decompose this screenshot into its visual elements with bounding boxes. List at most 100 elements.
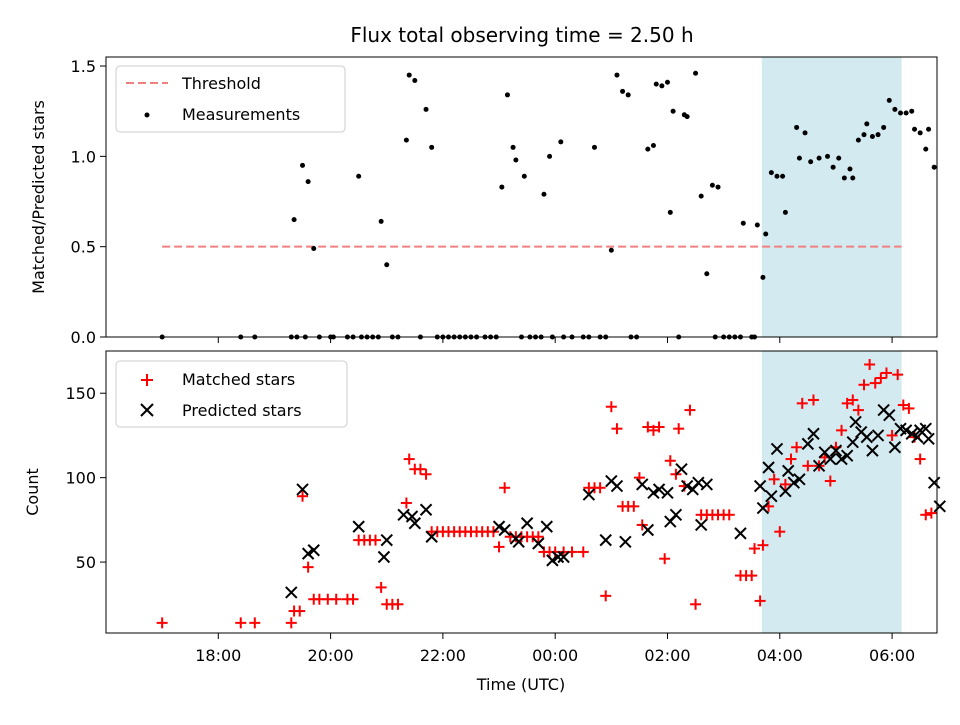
predicted-star-point	[770, 442, 784, 456]
measurement-point	[591, 144, 597, 150]
measurement-point	[693, 70, 699, 76]
matched-star-point	[403, 453, 415, 465]
predicted-star-point	[866, 444, 879, 457]
measurement-point	[917, 130, 923, 136]
bottom-observing-window-band	[761, 351, 902, 633]
bottom-legend-box	[115, 360, 348, 428]
measurement-point	[659, 83, 665, 89]
predicted-star-point	[824, 452, 837, 466]
predicted-star-point	[675, 462, 688, 476]
legend-matched-swatch	[141, 374, 153, 386]
predicted-star-point	[765, 490, 778, 503]
top-panel: 0.0 0.5 1.0 1.5 Matched/Predicted stars Thr…	[29, 56, 938, 347]
matched-star-point	[577, 546, 589, 558]
top-chart-title: Flux total observing time = 2.50 h	[350, 23, 693, 47]
predicted-star-point	[492, 520, 506, 533]
matched-star-point	[684, 404, 696, 416]
measurement-point	[521, 173, 527, 179]
measurement-point	[429, 144, 435, 150]
matched-star-point	[847, 394, 859, 406]
matched-star-point	[297, 490, 309, 502]
measurement-point	[864, 121, 870, 127]
measurement-point	[423, 106, 429, 112]
measurement-point	[378, 218, 384, 224]
matched-star-point	[768, 473, 780, 485]
measurement-point	[291, 217, 297, 223]
predicted-star-point	[425, 530, 438, 543]
measurement-point	[412, 77, 418, 83]
predicted-star-point	[380, 533, 393, 547]
measurement-point	[504, 92, 510, 98]
predicted-star-point	[846, 435, 859, 449]
predicted-star-point	[700, 478, 713, 491]
top-y-axis-label: Matched/Predicted stars	[29, 100, 48, 294]
x-axis-label: Time (UTC)	[476, 675, 565, 694]
predicted-star-point	[619, 535, 632, 549]
top-y-tick-label: 0.0	[71, 328, 96, 347]
predicted-star-point	[888, 441, 902, 454]
measurement-point	[754, 222, 760, 228]
legend-predicted-swatch	[140, 403, 154, 417]
matched-star-point	[754, 595, 766, 607]
matched-star-point	[605, 401, 617, 413]
measurement-point	[664, 79, 670, 85]
matched-star-point	[249, 617, 261, 629]
x-tick-label: 06:00	[869, 646, 915, 665]
predicted-star-point	[781, 464, 795, 478]
bottom-axes-frame	[105, 350, 938, 634]
matched-star-point	[647, 424, 659, 436]
measurement-point	[653, 81, 659, 87]
bottom-legend: Matched stars Predicted stars	[115, 360, 348, 428]
matched-star-point	[392, 598, 404, 610]
measurement-point	[912, 126, 918, 132]
measurement-point	[847, 166, 853, 172]
predicted-star-point	[352, 520, 365, 533]
x-tick-label: 02:00	[644, 646, 690, 665]
predicted-star-point	[610, 479, 624, 493]
legend-measurements-label: Measurements	[182, 105, 300, 124]
measurement-point	[802, 130, 808, 136]
predicted-star-point	[927, 476, 941, 489]
x-tick-label: 22:00	[420, 646, 466, 665]
matched-star-point	[841, 397, 853, 409]
matched-star-point	[858, 379, 870, 391]
matched-star-point	[920, 509, 932, 521]
legend-matched-label: Matched stars	[182, 370, 295, 389]
predicted-star-point	[301, 547, 315, 560]
predicted-star-point	[793, 473, 806, 486]
bottom-y-tick-label: 150	[65, 384, 96, 403]
top-axes-frame	[105, 56, 938, 338]
predicted-star-point	[680, 479, 694, 493]
measurement-point	[620, 88, 626, 94]
predicted-star-point	[883, 408, 896, 422]
matched-star-point	[869, 377, 881, 389]
measurement-point	[861, 132, 867, 138]
measurement-point	[782, 209, 788, 215]
x-tick-label: 20:00	[308, 646, 354, 665]
predicted-star-point	[582, 488, 596, 501]
matched-star-point	[156, 617, 168, 629]
measurement-point	[903, 110, 909, 116]
measurement-point	[850, 175, 856, 181]
predicted-star-point	[905, 427, 918, 440]
predicted-star-point	[377, 550, 391, 564]
bottom-y-axis-label: Count	[23, 468, 42, 516]
matched-star-point	[785, 453, 797, 465]
matched-star-point	[796, 397, 808, 409]
top-legend: Threshold Measurements	[115, 65, 346, 133]
measurement-point	[869, 133, 875, 139]
matched-star-point	[235, 617, 247, 629]
predicted-star-point	[694, 518, 708, 532]
measurement-point	[855, 137, 861, 143]
matched-star-point	[925, 507, 937, 519]
top-legend-box	[115, 65, 346, 133]
predicted-star-point	[933, 500, 947, 513]
measurement-point	[830, 164, 836, 170]
matched-star-point	[673, 423, 685, 435]
predicted-star-point	[801, 437, 815, 451]
matched-star-point	[420, 468, 432, 480]
measurement-point	[875, 132, 881, 138]
matched-star-point	[791, 441, 803, 453]
